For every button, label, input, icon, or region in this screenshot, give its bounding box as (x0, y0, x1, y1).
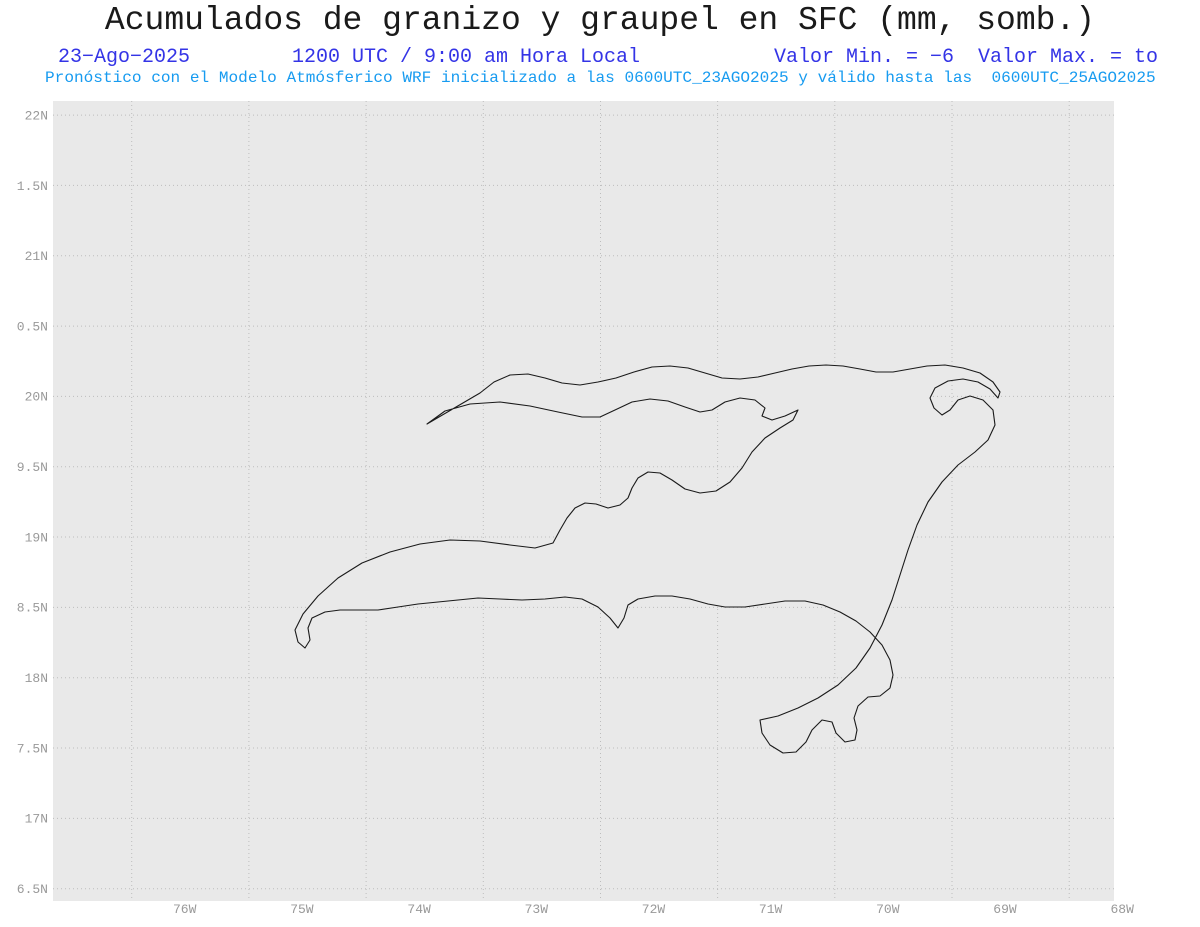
svg-text:73W: 73W (525, 902, 549, 917)
svg-text:74W: 74W (407, 902, 431, 917)
svg-text:68W: 68W (1110, 902, 1134, 917)
svg-text:71W: 71W (759, 902, 783, 917)
svg-text:69W: 69W (993, 902, 1017, 917)
svg-text:76W: 76W (173, 902, 197, 917)
svg-text:72W: 72W (642, 902, 666, 917)
svg-text:70W: 70W (876, 902, 900, 917)
svg-text:75W: 75W (290, 902, 314, 917)
